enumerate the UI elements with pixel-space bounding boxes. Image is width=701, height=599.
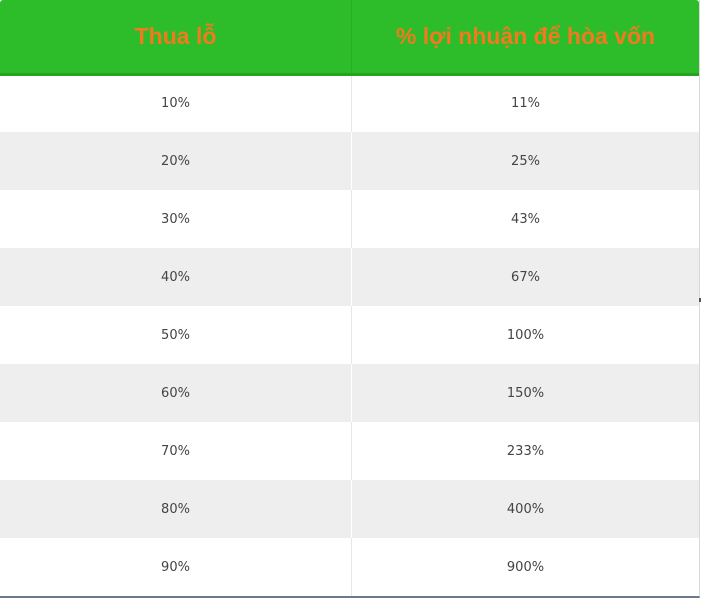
cell-loss: 20%: [0, 132, 352, 190]
cell-profit: 25%: [351, 132, 699, 190]
cell-profit: 100%: [351, 306, 699, 364]
cell-profit: 900%: [351, 538, 699, 596]
cell-loss: 50%: [0, 306, 352, 364]
table-row: 80% 400%: [0, 480, 699, 538]
cell-profit: 233%: [351, 422, 699, 480]
cell-loss: 10%: [0, 74, 352, 132]
cell-profit: 11%: [351, 74, 699, 132]
table-row: 60% 150%: [0, 364, 699, 422]
cell-profit: 400%: [351, 480, 699, 538]
table-body: 10% 11% 20% 25% 30% 43% 40% 67% 50% 100%…: [0, 74, 699, 596]
table-row: 30% 43%: [0, 190, 699, 248]
table-row: 20% 25%: [0, 132, 699, 190]
scroll-edge-marker: [699, 298, 701, 302]
cell-profit: 150%: [351, 364, 699, 422]
cell-profit: 67%: [351, 248, 699, 306]
cell-loss: 60%: [0, 364, 352, 422]
table-row: 90% 900%: [0, 538, 699, 596]
table-row: 40% 67%: [0, 248, 699, 306]
table-header: Thua lỗ % lợi nhuận để hòa vốn: [0, 0, 699, 76]
table-row: 50% 100%: [0, 306, 699, 364]
header-row: Thua lỗ % lợi nhuận để hòa vốn: [0, 0, 699, 76]
cell-loss: 80%: [0, 480, 352, 538]
cell-profit: 43%: [351, 190, 699, 248]
cell-loss: 30%: [0, 190, 352, 248]
table-row: 10% 11%: [0, 74, 699, 132]
cell-loss: 40%: [0, 248, 352, 306]
header-profit-to-breakeven: % lợi nhuận để hòa vốn: [351, 0, 699, 76]
cell-loss: 90%: [0, 538, 352, 596]
cell-loss: 70%: [0, 422, 352, 480]
header-loss: Thua lỗ: [0, 0, 352, 76]
table-row: 70% 233%: [0, 422, 699, 480]
